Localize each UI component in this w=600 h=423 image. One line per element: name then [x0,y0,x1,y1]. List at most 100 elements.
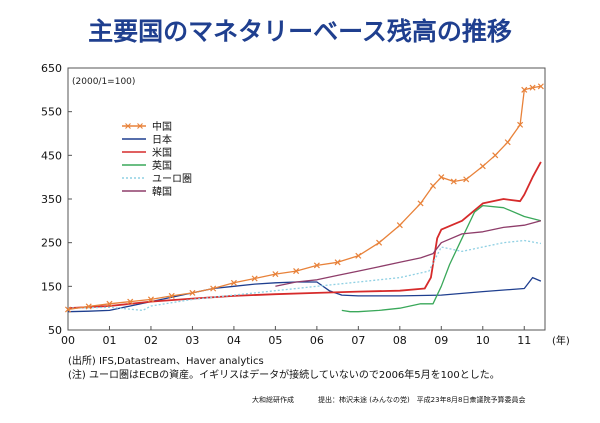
x-tick-label: 05 [268,334,282,347]
unit-note: (2000/1=100) [72,77,135,87]
y-tick-label: 550 [41,106,62,119]
data-point-marker [429,182,437,189]
data-point-marker [492,152,499,159]
data-point-marker [293,268,300,275]
y-tick-label: 350 [41,193,62,206]
legend-marker [125,123,131,129]
marker-stroke [376,239,383,246]
data-point-marker [127,298,134,305]
marker-stroke [313,262,320,269]
marker-stroke [537,83,544,90]
data-point-marker [376,239,383,246]
legend-label: 米国 [152,146,172,159]
legend-label: 英国 [152,159,172,172]
x-tick-label: 06 [310,334,324,347]
x-tick-label: 04 [227,334,241,347]
data-point-marker [251,275,258,282]
x-tick-label: 10 [476,334,490,347]
x-tick-label: 11 [517,334,531,347]
marker-stroke [251,275,258,282]
source-note: (出所) IFS,Datastream、Haver analytics [68,356,264,367]
data-point-marker [517,121,524,128]
data-point-marker [147,296,154,303]
data-point-marker [529,84,536,91]
data-point-marker [479,163,486,170]
x-tick-label: 01 [102,334,116,347]
data-point-marker [64,306,72,313]
x-tick-label: 00 [61,334,75,347]
marker-stroke [450,178,457,185]
marker-stroke [517,121,524,128]
marker-stroke [64,306,72,313]
data-point-marker [450,178,457,185]
marker-stroke [106,300,113,307]
marker-stroke [293,268,300,275]
marker-stroke [529,84,536,91]
data-point-marker [463,176,470,183]
data-point-marker [106,300,113,307]
data-point-marker [85,303,92,310]
y-tick-label: 250 [41,237,62,250]
data-point-marker [504,139,511,146]
data-point-marker [417,200,424,207]
data-point-marker [438,174,445,181]
data-point-marker [168,292,175,299]
author-credit: 大和総研作成 [252,396,294,404]
x-axis-unit-label: (年) [552,334,570,347]
marker-stroke [355,252,362,259]
y-tick-label: 50 [48,324,62,337]
series-line-3 [341,204,542,313]
data-point-marker [313,262,320,269]
x-tick-label: 07 [351,334,365,347]
x-tick-label: 03 [185,334,199,347]
marker-stroke [210,285,217,292]
marker-stroke [438,174,445,181]
marker-stroke [417,200,424,207]
x-tick-label: 02 [144,334,158,347]
data-point-marker [537,83,544,90]
y-tick-label: 650 [41,62,62,75]
marker-stroke [429,182,437,189]
marker-stroke [168,292,175,299]
y-tick-label: 150 [41,280,62,293]
legend-label: 中国 [152,120,172,133]
legend-label: 韓国 [152,186,172,198]
series-line-2 [67,161,542,310]
marker-stroke [127,298,134,305]
data-point-marker [210,285,217,292]
data-point-marker [230,279,237,286]
data-point-marker [189,289,196,296]
marker-stroke [189,289,196,296]
footnote: (注) ユーロ圏はECBの資産。イギリスはデータが接続していないので2006年5… [68,370,500,381]
page-title: 主要国のマネタリーベース残高の推移 [88,17,512,46]
legend-label: ユーロ圏 [152,173,192,185]
marker-stroke [463,176,470,183]
marker-stroke [272,271,279,278]
marker-stroke [85,303,92,310]
x-tick-label: 08 [393,334,407,347]
marker-stroke [479,163,486,170]
marker-stroke [521,86,528,93]
marker-stroke [147,296,154,303]
submission-credit: 提出：柿沢未途 (みんなの党) 平成23年8月8日衆議院予算委員会 [318,396,526,404]
marker-stroke [230,279,237,286]
plot-frame [67,67,546,331]
series-line-1 [67,276,542,313]
data-point-marker [396,222,403,229]
data-point-marker [334,259,341,266]
legend-marker [137,123,143,129]
marker-stroke [396,222,403,229]
series-line-5 [275,220,542,287]
y-tick-label: 450 [41,149,62,162]
x-tick-label: 09 [434,334,448,347]
marker-stroke [504,139,511,146]
legend-label: 日本 [152,133,172,146]
marker-stroke [334,259,341,266]
marker-stroke [492,152,499,159]
data-point-marker [355,252,362,259]
data-point-marker [521,86,528,93]
series-line-4 [67,239,542,312]
data-point-marker [272,271,279,278]
series-line-0 [67,85,542,311]
